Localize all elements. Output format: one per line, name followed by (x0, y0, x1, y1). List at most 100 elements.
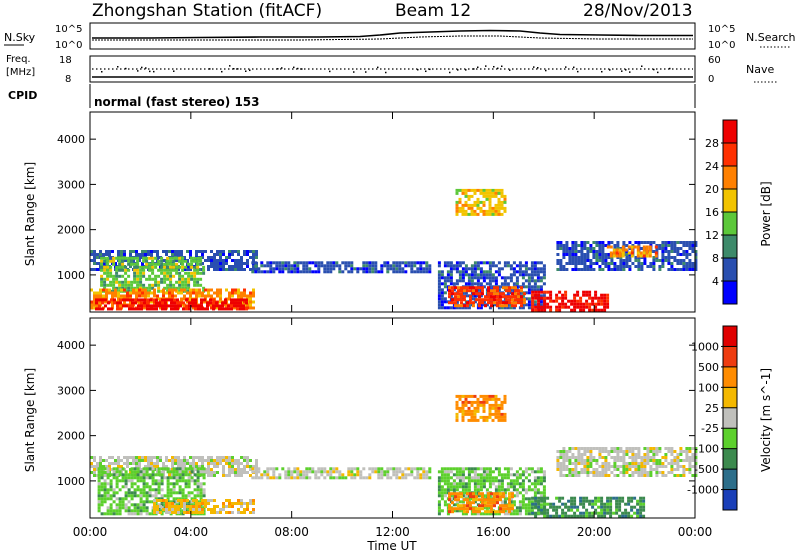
velocity-cell (162, 471, 165, 474)
power-cell (524, 273, 528, 277)
velocity-cell (576, 508, 580, 512)
velocity-cell (413, 467, 417, 471)
velocity-cell (503, 500, 507, 504)
velocity-cell (646, 459, 650, 462)
nave-dot (653, 68, 655, 71)
velocity-cell (153, 465, 156, 468)
power-cell (586, 265, 590, 268)
power-cell (496, 301, 499, 305)
velocity-cell (508, 507, 511, 511)
velocity-cell (485, 418, 489, 422)
velocity-cell (196, 491, 200, 495)
velocity-cell (497, 403, 501, 407)
power-cell (216, 294, 219, 298)
velocity-cell (552, 505, 556, 509)
velocity-cell (476, 488, 480, 492)
power-cell (613, 244, 617, 247)
velocity-cell (476, 512, 480, 516)
power-cell (488, 188, 492, 192)
power-cell (574, 268, 578, 271)
velocity-cell (521, 482, 525, 486)
velocity-cell (187, 485, 191, 489)
power-cell (524, 264, 528, 268)
velocity-cell (243, 468, 246, 471)
power-cell (490, 292, 493, 296)
velocity-cell (568, 468, 572, 471)
velocity-cell (467, 497, 471, 501)
velocity-cell (142, 485, 146, 489)
power-cell (257, 270, 261, 274)
power-cell (198, 288, 201, 292)
velocity-cell (317, 467, 321, 471)
power-cell (461, 203, 465, 207)
velocity-cell (287, 473, 291, 477)
velocity-cell (99, 462, 102, 465)
velocity-cell (574, 462, 578, 465)
velocity-cell (151, 488, 155, 492)
velocity-cell (478, 504, 481, 508)
power-cell (141, 253, 144, 256)
power-cell (661, 262, 665, 265)
power-cell (598, 253, 602, 256)
power-cell (218, 307, 221, 311)
velocity-cell (121, 497, 125, 501)
velocity-cell (618, 499, 622, 503)
velocity-cell (138, 462, 141, 465)
power-cell (694, 268, 698, 271)
power-cell (404, 264, 408, 268)
power-cell (517, 301, 520, 305)
power-cell (449, 264, 453, 268)
power-cell (105, 300, 108, 304)
power-cell (520, 301, 523, 305)
power-cell (228, 256, 231, 259)
power-cell (667, 268, 671, 271)
power-cell (178, 286, 182, 290)
velocity-cell (588, 514, 592, 518)
power-cell (503, 282, 507, 286)
power-cell (243, 253, 246, 256)
velocity-cell (195, 468, 198, 471)
velocity-cell (521, 488, 525, 492)
velocity-cell (196, 488, 200, 492)
power-cell (199, 256, 203, 260)
velocity-cell (335, 467, 339, 471)
velocity-cell (350, 476, 354, 480)
power-cell (437, 264, 441, 268)
power-cell (181, 277, 185, 281)
power-cell (136, 283, 140, 287)
velocity-cell (589, 450, 593, 453)
power-cell (505, 304, 508, 308)
velocity-cell (112, 491, 116, 495)
power-cell (216, 268, 219, 271)
power-cell (111, 250, 114, 253)
velocity-cell (452, 479, 456, 483)
velocity-cell (210, 511, 213, 514)
power-cell (571, 241, 575, 244)
power-cell (570, 302, 574, 306)
power-cell (419, 267, 423, 271)
velocity-colorbar-bin (723, 387, 737, 408)
velocity-cell (184, 479, 188, 483)
power-cell (645, 248, 649, 252)
power-cell (455, 200, 459, 204)
power-cell (118, 262, 122, 266)
power-cell (193, 259, 197, 263)
velocity-cell (413, 476, 417, 480)
velocity-cell (619, 456, 623, 459)
power-cell (182, 301, 185, 305)
velocity-cell (187, 476, 191, 480)
power-cell (189, 268, 192, 271)
velocity-cell (449, 497, 453, 501)
power-cell (517, 289, 520, 293)
velocity-cell (198, 502, 201, 505)
power-cell (112, 256, 116, 260)
velocity-cell (679, 474, 683, 477)
velocity-cell (506, 473, 510, 477)
velocity-cell (249, 465, 252, 468)
velocity-cell (607, 453, 611, 456)
power-cell (565, 241, 569, 244)
velocity-cell (177, 459, 180, 462)
velocity-cell (536, 467, 540, 471)
velocity-cell (183, 508, 186, 511)
power-cell (455, 203, 459, 207)
